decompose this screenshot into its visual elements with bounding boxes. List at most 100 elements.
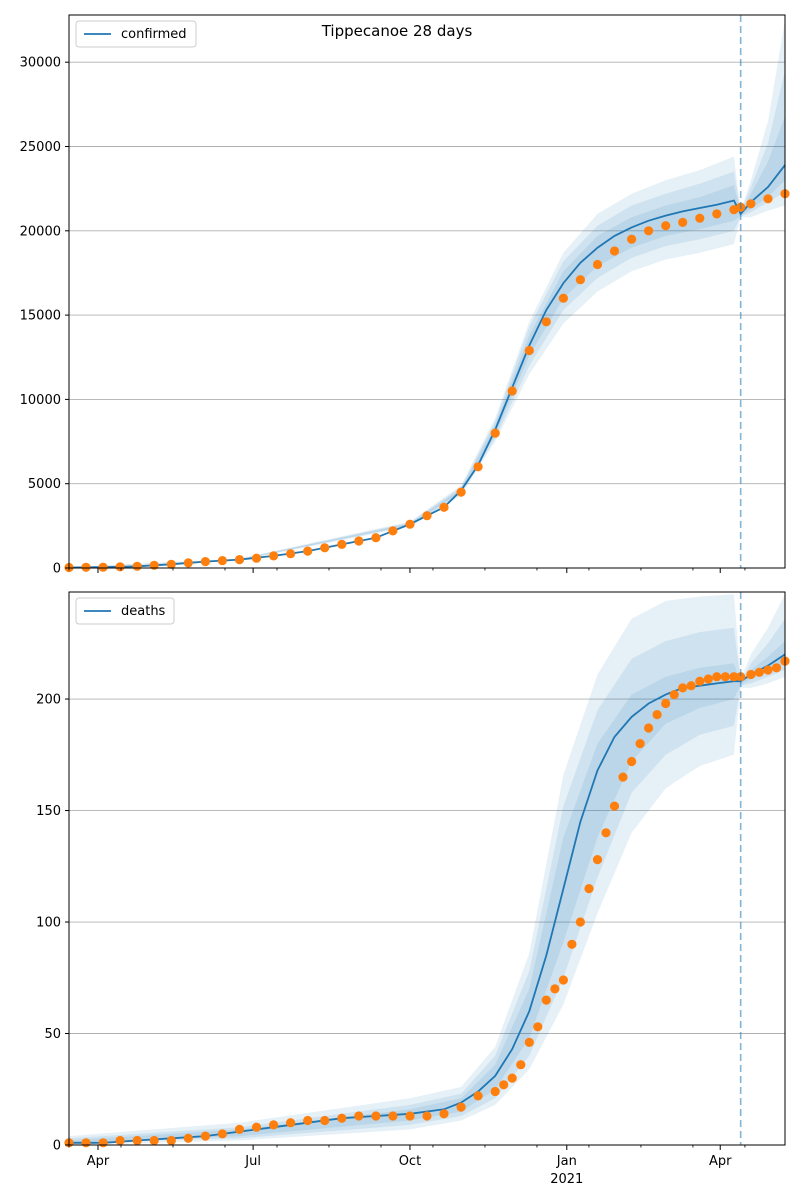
observed-point — [652, 710, 662, 720]
observed-point — [635, 739, 645, 749]
legend-box — [75, 20, 197, 48]
observed-point — [337, 539, 347, 550]
observed-point — [269, 1120, 279, 1130]
observed-point — [592, 259, 603, 270]
observed-point — [439, 1109, 449, 1119]
observed-point — [217, 556, 227, 566]
observed-point — [669, 690, 679, 700]
observed-point — [558, 293, 569, 303]
observed-point — [729, 672, 739, 682]
observed-point — [371, 1111, 381, 1121]
observed-point — [473, 462, 483, 472]
confirmed-axes-frame — [68, 14, 786, 569]
observed-point — [234, 555, 245, 565]
observed-point — [183, 558, 193, 568]
observed-point — [627, 234, 637, 244]
y-tick-label: 150 — [36, 804, 61, 819]
y-tick-label: 50 — [44, 1027, 61, 1042]
x-tick-label: Oct — [399, 1154, 421, 1169]
observed-point — [661, 221, 671, 231]
observed-point — [601, 828, 611, 838]
observed-point — [695, 213, 705, 223]
observed-point — [712, 209, 722, 219]
observed-point — [703, 674, 713, 684]
observed-point — [618, 772, 628, 782]
observed-point — [166, 1135, 176, 1146]
observed-point — [609, 801, 620, 811]
observed-point — [251, 1122, 262, 1132]
observed-point — [81, 562, 91, 572]
observed-point — [507, 1073, 517, 1083]
observed-point — [166, 559, 176, 569]
observed-point — [200, 1131, 210, 1141]
observed-point — [644, 226, 654, 236]
y-tick-label: 10000 — [20, 393, 61, 408]
deaths-uncertainty-bands — [69, 594, 785, 1145]
legend-label-deaths: deaths — [121, 604, 166, 619]
deaths-y-ticks: 0 50 100 150 200 — [36, 693, 69, 1154]
uncertainty-band — [69, 594, 785, 1145]
observed-point — [354, 1111, 364, 1121]
y-tick-label: 0 — [53, 562, 61, 577]
legend-label-confirmed: confirmed — [121, 27, 187, 42]
observed-point — [524, 1037, 534, 1047]
observed-point — [771, 663, 782, 673]
observed-point — [388, 526, 398, 536]
observed-point — [763, 194, 773, 204]
observed-point — [456, 1102, 466, 1112]
observed-point — [567, 939, 577, 949]
confirmed-x-ticks — [68, 568, 746, 573]
observed-point — [686, 681, 696, 691]
observed-point — [81, 1138, 91, 1148]
observed-point — [98, 1138, 108, 1148]
observed-point — [303, 1115, 313, 1126]
deaths-x-ticks: Apr Jul Oct Jan 2021 Apr — [68, 1145, 746, 1187]
observed-point — [320, 1115, 330, 1126]
observed-point — [516, 1060, 526, 1070]
observed-point — [354, 536, 364, 546]
observed-point — [584, 884, 594, 894]
deaths-model-line — [69, 653, 786, 1144]
observed-point — [507, 386, 517, 396]
observed-point — [234, 1124, 245, 1134]
observed-point — [439, 502, 449, 512]
observed-point — [524, 345, 534, 356]
observed-point — [337, 1113, 347, 1123]
observed-point — [541, 995, 551, 1005]
observed-point — [575, 275, 586, 285]
x-tick-label: Jan — [556, 1154, 577, 1169]
observed-point — [592, 855, 603, 865]
observed-point — [405, 1111, 415, 1121]
observed-point — [763, 665, 773, 675]
observed-point — [736, 672, 746, 682]
confirmed-y-ticks: 0 5000 10000 15000 20000 25000 30000 — [20, 56, 69, 577]
chart-title: Tippecanoe 28 days — [321, 22, 473, 40]
y-tick-label: 30000 — [20, 56, 61, 71]
observed-point — [678, 217, 688, 227]
observed-point — [712, 672, 722, 682]
deaths-observed-points — [64, 656, 790, 1148]
observed-point — [456, 487, 466, 497]
observed-point — [490, 428, 500, 438]
observed-point — [217, 1129, 227, 1139]
observed-point — [115, 562, 125, 572]
confirmed-panel: 0 5000 10000 15000 20000 25000 30000 confirmed — [20, 14, 790, 577]
observed-point — [720, 672, 730, 682]
observed-point — [405, 519, 415, 529]
observed-point — [644, 723, 654, 733]
observed-point — [98, 562, 108, 572]
deaths-panel: 0 50 100 150 200 Apr Jul Oct Jan 2021 Apr deaths — [36, 591, 790, 1187]
observed-point — [149, 560, 159, 570]
observed-point — [132, 561, 142, 571]
x-tick-year-label: 2021 — [550, 1172, 583, 1187]
observed-point — [746, 199, 756, 209]
y-tick-label: 0 — [53, 1139, 61, 1154]
observed-point — [558, 975, 569, 985]
observed-point — [286, 1118, 296, 1128]
y-tick-label: 100 — [36, 916, 61, 931]
confirmed-legend: confirmed — [75, 20, 197, 48]
observed-point — [286, 549, 296, 559]
observed-point — [303, 546, 313, 556]
uncertainty-band — [69, 618, 785, 1143]
